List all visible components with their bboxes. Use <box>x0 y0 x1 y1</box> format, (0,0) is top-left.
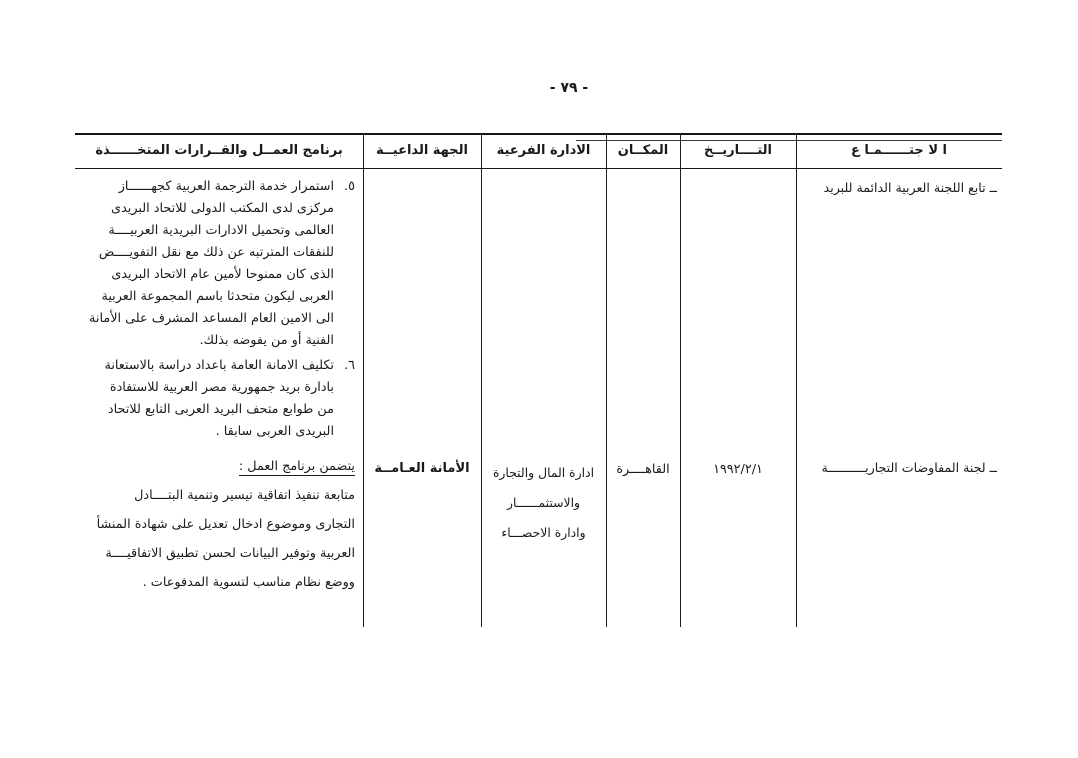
column-header-place: المكــان <box>617 143 669 158</box>
program-item-number: ٦. <box>344 358 355 373</box>
header-bottom-rule <box>75 168 1002 169</box>
row2-host-entity-cell: الأمانة العـامــة <box>374 461 470 476</box>
program-item-5: ٥. استمرار خدمة الترجمة العربية كجهـــــ… <box>77 176 355 352</box>
column-divider <box>363 135 364 627</box>
row2-work-program-cell: يتضمن برنامج العمل : متابعة تنفيذ اتفاقي… <box>75 452 363 597</box>
column-header-date: التــــاريــخ <box>704 143 772 158</box>
row2-sub-administration-cell: ادارة المال والتجارة والاستثمــــــار وا… <box>492 465 595 540</box>
column-header-sub-administration: الادارة الفرعية <box>496 143 591 158</box>
column-header-work-program: برنامج العمــل والقــرارات المتخــــــذة <box>95 143 343 158</box>
program-item-6: ٦. تكليف الامانة العامة باعداد دراسة بال… <box>77 355 355 443</box>
row2-date-cell: ١٩٩٢/٢/١ <box>713 462 763 477</box>
column-divider <box>606 135 607 627</box>
column-divider <box>481 135 482 627</box>
row1-meeting-cell: ــ تابع اللجنة العربية الدائمة للبريد <box>823 180 997 195</box>
column-header-meeting: ا لا جتــــــمـا ع <box>851 143 947 158</box>
program-item-text: استمرار خدمة الترجمة العربية كجهــــــاز… <box>89 179 334 348</box>
work-program-heading-text: يتضمن برنامج العمل : <box>238 459 355 476</box>
work-program-text: متابعة تنفيذ اتفاقية تيسير وتنمية البتــ… <box>96 488 355 590</box>
column-header-host-entity: الجهة الداعيــة <box>376 143 468 158</box>
program-item-number: ٥. <box>344 179 355 194</box>
row1-work-program-cell: ٥. استمرار خدمة الترجمة العربية كجهـــــ… <box>75 176 363 443</box>
meetings-table: ا لا جتــــــمـا ع التــــاريــخ المكــا… <box>75 133 1002 627</box>
table-body: ــ تابع اللجنة العربية الدائمة للبريد ٥.… <box>75 168 1002 627</box>
column-divider <box>796 135 797 627</box>
work-program-heading: يتضمن برنامج العمل : <box>77 452 355 481</box>
row2-place-cell: القاهــــرة <box>616 462 670 477</box>
page-number: - ٧٩ - <box>549 80 589 96</box>
program-item-text: تكليف الامانة العامة باعداد دراسة بالاست… <box>104 358 334 439</box>
table-top-rule-shadow <box>575 140 1002 141</box>
row2-meeting-cell: ــ لجنة المفاوضات التجاريــــــــــة <box>821 460 997 475</box>
table-top-rule <box>75 133 1002 135</box>
column-divider <box>680 135 681 627</box>
